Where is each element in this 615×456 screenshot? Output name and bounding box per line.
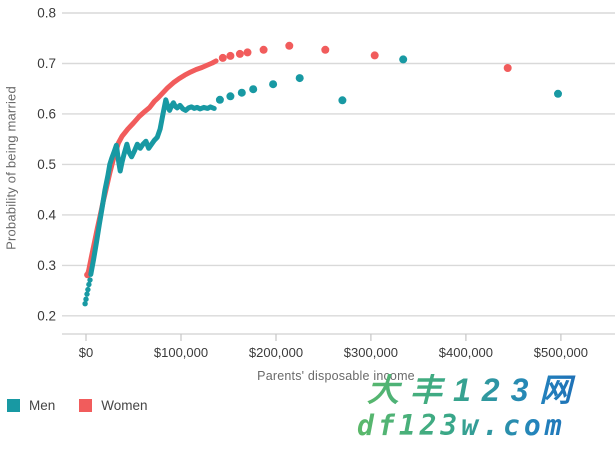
legend-label-women: Women <box>101 398 148 413</box>
y-tick-label: 0.2 <box>37 308 56 323</box>
data-point-men <box>85 286 91 293</box>
y-tick-label: 0.5 <box>37 157 56 172</box>
y-tick-label: 0.6 <box>37 106 56 121</box>
data-point-women <box>259 45 268 54</box>
data-point-men <box>338 96 347 105</box>
x-tick-label: $300,000 <box>344 345 398 360</box>
y-tick-label: 0.4 <box>37 207 56 222</box>
data-point-men <box>554 89 562 98</box>
data-point-women <box>285 41 294 50</box>
data-point-men <box>269 80 278 89</box>
series-line-men <box>88 97 217 277</box>
legend-label-men: Men <box>29 398 56 413</box>
data-point-men <box>226 92 235 101</box>
x-tick-label: $400,000 <box>439 345 493 360</box>
legend-item-men: Men <box>7 398 55 413</box>
data-point-men <box>82 301 88 307</box>
data-point-men <box>215 95 224 104</box>
x-tick-label: $200,000 <box>249 345 303 360</box>
data-point-men <box>399 55 408 64</box>
data-point-men <box>84 291 90 297</box>
y-tick-label: 0.8 <box>37 6 56 21</box>
x-tick-label: $500,000 <box>534 345 588 360</box>
legend-item-women: Women <box>79 398 148 413</box>
x-tick-label: $0 <box>79 345 93 360</box>
data-point-men <box>249 85 258 94</box>
data-point-women <box>218 53 227 62</box>
legend-swatch-women <box>79 399 93 412</box>
data-point-men <box>295 74 304 83</box>
data-point-women <box>226 51 235 60</box>
y-tick-label: 0.7 <box>37 56 56 71</box>
legend-swatch-men <box>7 399 20 412</box>
x-tick-label: $100,000 <box>154 345 208 360</box>
legend: Men Women <box>7 398 148 413</box>
data-point-men <box>83 296 89 302</box>
data-point-men <box>86 281 92 288</box>
data-point-men <box>87 277 93 283</box>
data-point-women <box>321 45 330 54</box>
y-axis-title: Probability of being married <box>3 86 19 250</box>
data-point-women <box>503 64 512 72</box>
data-point-men <box>237 88 246 97</box>
x-axis-title: Parents' disposable income <box>257 369 415 383</box>
data-point-women <box>243 48 252 57</box>
data-point-women <box>370 51 379 60</box>
y-tick-label: 0.3 <box>37 258 56 273</box>
data-point-women <box>235 49 244 58</box>
